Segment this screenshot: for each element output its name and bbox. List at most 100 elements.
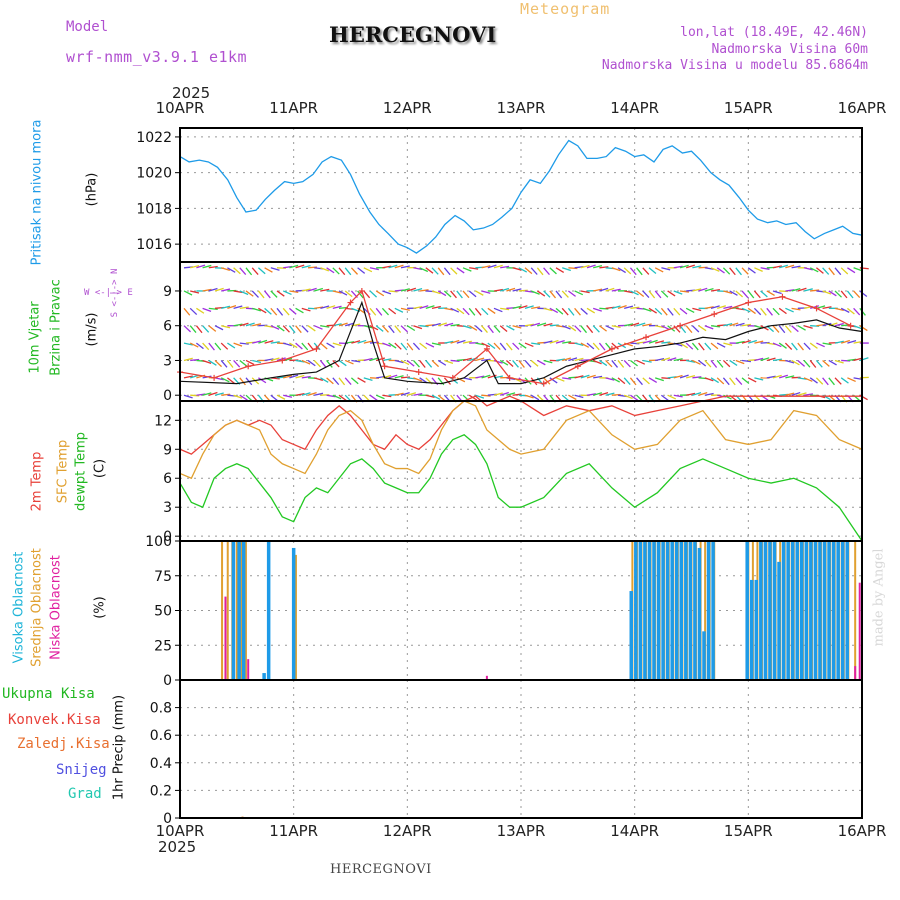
- wind-barb: [283, 265, 293, 269]
- wind-barb: [214, 342, 222, 351]
- wind-barb: [692, 359, 701, 365]
- cloud-y-tick-label: 75: [154, 569, 172, 585]
- wind-barb: [741, 307, 751, 313]
- precip-total-label: Ukupna Kisa: [2, 686, 95, 702]
- wind-barb: [785, 359, 795, 364]
- wind-barb: [574, 290, 584, 296]
- wind-barb: [388, 307, 397, 315]
- lonlat-label: lon,lat (18.49E, 42.46N): [680, 25, 868, 40]
- wind-barb: [722, 359, 731, 368]
- wind-barb: [493, 359, 503, 364]
- wind-barb: [394, 325, 402, 334]
- wind-barb: [419, 360, 426, 368]
- wind-barb: [568, 357, 578, 362]
- wind-barb: [549, 324, 559, 327]
- x-tick-label-top: 12APR: [383, 99, 432, 117]
- wind-barb: [586, 342, 595, 350]
- cloud-bar-high_cloud: [781, 541, 786, 680]
- wind-barb: [363, 340, 373, 344]
- wind-barb: [326, 394, 336, 398]
- wind-barb: [326, 342, 335, 349]
- wind-barb: [425, 267, 434, 274]
- wind-barb: [450, 267, 458, 275]
- wind-barb: [276, 290, 285, 297]
- wind-barb: [202, 264, 212, 269]
- wind-barb: [704, 377, 714, 382]
- wind-barb: [493, 264, 503, 269]
- wind-barb: [692, 392, 702, 396]
- wind-barb: [580, 359, 590, 362]
- wind-barb: [555, 377, 565, 382]
- wind-barb: [518, 267, 528, 273]
- model-label: Model: [66, 19, 109, 35]
- wind-barb: [722, 267, 731, 275]
- wind-barb: [400, 288, 410, 292]
- wind-barb: [623, 360, 631, 368]
- x-tick-label-top: 13APR: [497, 99, 546, 117]
- wind-barb: [245, 290, 254, 297]
- temp-y-tick-label: 0: [163, 529, 172, 545]
- cloud-bar-high_cloud: [665, 541, 670, 680]
- wind-barb: [772, 325, 780, 333]
- x-tick-label-bottom: 13APR: [497, 822, 546, 840]
- wind-barb: [840, 377, 849, 384]
- wind-barb: [828, 359, 837, 366]
- wind-barb: [698, 392, 708, 396]
- wind-barb: [803, 325, 813, 329]
- wind-barb: [654, 290, 662, 299]
- wind-barb: [834, 290, 842, 298]
- gust-point: [279, 357, 286, 364]
- wind-barb: [605, 377, 615, 381]
- wind-barb: [753, 290, 761, 299]
- cloud-bar-high_cloud: [706, 541, 711, 680]
- gust-point: [574, 363, 581, 370]
- wind-barb: [413, 306, 423, 309]
- wind-barb: [636, 377, 643, 386]
- wind-barb: [208, 391, 218, 396]
- wind-barb: [493, 342, 501, 351]
- wind-barb: [400, 376, 411, 379]
- wind-barb: [648, 377, 658, 384]
- wind-barb: [319, 360, 327, 368]
- wind-barb: [617, 360, 625, 368]
- wind-barb: [654, 307, 663, 315]
- wind-barb: [791, 325, 799, 333]
- wind-barb: [344, 377, 352, 386]
- wind-barb: [630, 290, 639, 296]
- wind-barb: [549, 267, 557, 275]
- wind-barb: [605, 392, 615, 396]
- wind-barb: [834, 359, 844, 364]
- wind-barb: [357, 339, 367, 344]
- wind-barb: [481, 265, 491, 269]
- wind-barb: [252, 323, 262, 327]
- precip-y-tick-label: 0.8: [150, 701, 172, 717]
- wind-barb: [257, 290, 265, 299]
- wind-barb: [220, 360, 228, 368]
- wind-barb: [444, 307, 454, 311]
- wind-barb: [741, 339, 751, 344]
- wind-barb: [431, 342, 441, 346]
- wind-barb: [437, 290, 447, 297]
- wind-barb: [561, 290, 569, 298]
- wind-barb: [512, 342, 520, 350]
- cloud-bar-high_cloud: [809, 541, 813, 680]
- wind-barb: [475, 375, 485, 379]
- wind-barb: [332, 394, 342, 400]
- wind-barb: [803, 288, 813, 292]
- cloud-bar-high_cloud: [647, 541, 652, 680]
- wind-barb: [344, 267, 352, 276]
- cloud-bar-mid_cloud: [704, 541, 707, 680]
- wind-barb: [443, 377, 452, 385]
- wind-barb: [505, 359, 514, 367]
- wind-barb: [307, 342, 315, 351]
- gust-point: [211, 374, 218, 381]
- cloud-bar-high_cloud: [237, 541, 241, 680]
- temp-y-tick-label: 12: [154, 413, 172, 429]
- wind-barb: [344, 290, 353, 298]
- wind-barb: [245, 322, 255, 327]
- wind-barb: [673, 358, 683, 362]
- temp-series-sfc: [179, 400, 863, 480]
- wind-barb: [791, 391, 801, 396]
- wind-barb: [500, 265, 510, 269]
- cloud-bar-high_cloud: [661, 541, 665, 680]
